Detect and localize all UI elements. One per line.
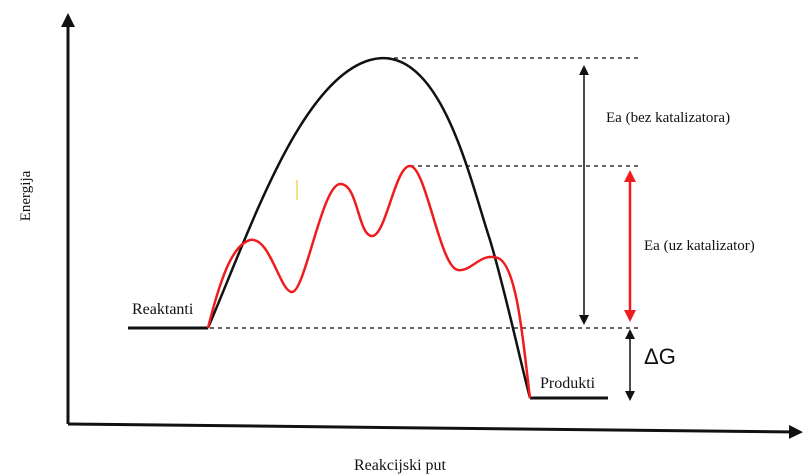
products-label: Produkti xyxy=(540,375,596,392)
delta-g-label: ΔG xyxy=(644,344,676,369)
uncatalyzed-curve xyxy=(206,56,532,399)
x-axis xyxy=(67,422,803,439)
reactants-label: Reaktanti xyxy=(132,301,194,318)
catalyzed-curve xyxy=(206,164,532,399)
y-axis-label: Energija xyxy=(18,170,34,221)
ea-catalyzed-label: Ea (uz katalizator) xyxy=(644,238,755,254)
x-axis-label: Reakcijski put xyxy=(354,457,447,474)
ea-uncatalyzed-label: Ea (bez katalizatora) xyxy=(606,110,730,126)
